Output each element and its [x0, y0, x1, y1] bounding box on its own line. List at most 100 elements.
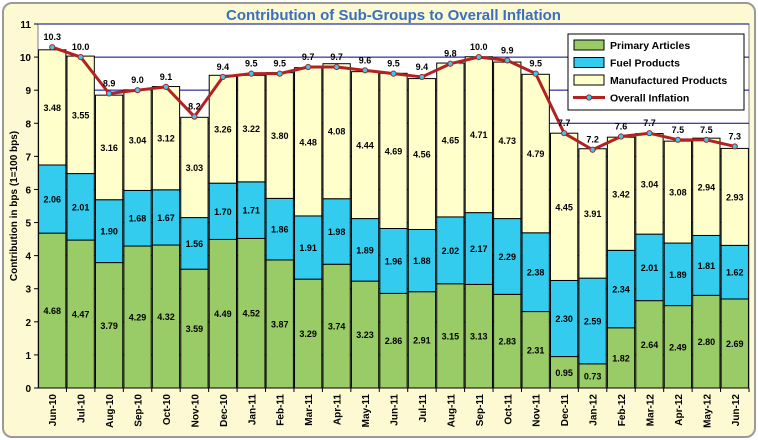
- bar-fuel-products: [294, 215, 323, 280]
- bar-fuel-products: [464, 212, 493, 285]
- bar-value-label: 1.82: [612, 353, 630, 363]
- bar-value-label: 2.69: [726, 339, 744, 349]
- x-tick-label: Sep-11: [475, 394, 486, 427]
- line-point: [106, 90, 113, 97]
- y-tick-label: 1: [25, 351, 31, 362]
- bar-value-label: 1.89: [669, 270, 687, 280]
- bar-value-label: 1.98: [328, 227, 346, 237]
- bar-value-label: 2.91: [413, 335, 431, 345]
- y-tick-label: 11: [20, 20, 31, 31]
- bar-value-label: 1.62: [726, 268, 744, 278]
- bar-value-label: 4.69: [385, 146, 403, 156]
- bar-value-label: 3.16: [100, 143, 118, 153]
- bar-fuel-products: [94, 199, 124, 264]
- bar-primary-articles: [663, 305, 693, 389]
- x-tick-label: Feb-11: [276, 394, 287, 426]
- bar-value-label: 4.47: [72, 310, 90, 320]
- bar-value-label: 2.29: [498, 252, 516, 262]
- x-tick-label: Aug-10: [105, 394, 116, 428]
- x-tick-label: Jan-11: [247, 394, 258, 426]
- legend-label: Manufactured Products: [610, 75, 727, 87]
- bar-manufactured-products: [66, 55, 95, 175]
- bar-primary-articles: [635, 300, 664, 389]
- bar-value-label: 1.81: [698, 261, 716, 271]
- bar-value-label: 3.87: [271, 319, 289, 329]
- line-point: [617, 133, 625, 140]
- line-point: [731, 143, 738, 150]
- bar-value-label: 2.06: [43, 195, 61, 205]
- line-value-label: 9.4: [416, 62, 429, 72]
- bar-value-label: 4.08: [328, 127, 346, 137]
- x-tick-label: Jul-10: [77, 394, 88, 423]
- x-tick-label: May-11: [361, 394, 372, 428]
- bar-fuel-products: [208, 182, 238, 240]
- bar-value-label: 3.04: [641, 179, 659, 189]
- bar-primary-articles: [720, 298, 749, 389]
- bar-value-label: 4.68: [43, 306, 61, 316]
- line-value-label: 7.2: [586, 135, 599, 145]
- bar-value-label: 3.42: [612, 189, 630, 199]
- bar-value-label: 2.01: [641, 263, 659, 273]
- bar-fuel-products: [663, 242, 693, 307]
- line-value-label: 7.7: [643, 118, 656, 128]
- bar-primary-articles: [38, 232, 67, 389]
- bar-value-label: 4.48: [299, 137, 317, 147]
- bar-manufactured-products: [38, 49, 67, 166]
- bar-value-label: 1.86: [271, 225, 289, 235]
- bar-value-label: 3.29: [299, 329, 317, 339]
- line-value-label: 9.9: [501, 45, 514, 55]
- line-point: [561, 130, 568, 137]
- bar-manufactured-products: [663, 140, 693, 244]
- bar-manufactured-products: [265, 72, 294, 199]
- y-tick-label: 6: [25, 185, 31, 196]
- y-tick-label: 0: [25, 384, 31, 395]
- bar-value-label: 3.03: [186, 163, 204, 173]
- bar-manufactured-products: [436, 62, 465, 218]
- line-value-label: 9.5: [245, 59, 258, 69]
- bar-primary-articles: [350, 280, 380, 389]
- line-point: [532, 70, 539, 77]
- line-value-label: 10.0: [470, 42, 488, 52]
- bar-manufactured-products: [208, 74, 238, 184]
- bar-value-label: 3.48: [43, 103, 61, 113]
- bar-fuel-products: [237, 181, 266, 239]
- bar-value-label: 3.12: [157, 134, 175, 144]
- legend-line-marker: [585, 94, 593, 101]
- bar-value-label: 3.26: [214, 125, 232, 135]
- bar-value-label: 4.49: [214, 309, 232, 319]
- bar-manufactured-products: [493, 61, 522, 220]
- bar-manufactured-products: [521, 73, 550, 234]
- x-tick-label: Mar-11: [304, 394, 315, 426]
- line-value-label: 9.4: [217, 62, 230, 72]
- bar-fuel-products: [350, 218, 380, 282]
- bar-value-label: 1.70: [214, 207, 232, 217]
- bar-value-label: 2.80: [698, 337, 716, 347]
- line-point: [504, 57, 511, 64]
- bar-fuel-products: [407, 228, 437, 293]
- line-value-label: 10.0: [72, 42, 90, 52]
- line-point: [418, 73, 426, 81]
- line-point: [191, 113, 198, 120]
- x-tick-label: Mar-12: [645, 394, 656, 427]
- bar-value-label: 1.71: [243, 206, 261, 216]
- line-value-label: 8.2: [188, 102, 201, 112]
- x-tick-label: Apr-11: [333, 394, 344, 426]
- line-value-label: 7.5: [700, 125, 713, 135]
- bar-value-label: 2.38: [527, 268, 545, 278]
- bar-manufactured-products: [635, 133, 664, 235]
- bar-value-label: 3.15: [442, 331, 460, 341]
- bar-primary-articles: [493, 293, 522, 389]
- bar-value-label: 3.08: [669, 188, 687, 198]
- y-tick-label: 8: [25, 119, 31, 130]
- x-tick-label: Nov-10: [190, 394, 201, 428]
- bar-value-label: 2.94: [698, 182, 716, 192]
- x-tick-label: Nov-11: [532, 394, 543, 427]
- bar-fuel-products: [265, 197, 294, 261]
- bar-fuel-products: [322, 198, 351, 265]
- bar-value-label: 4.79: [527, 149, 545, 159]
- x-tick-label: Sep-10: [134, 394, 145, 427]
- line-value-label: 7.3: [729, 131, 742, 141]
- legend-label: Overall Inflation: [610, 93, 689, 105]
- bar-value-label: 1.90: [100, 227, 118, 237]
- bar-primary-articles: [322, 263, 351, 389]
